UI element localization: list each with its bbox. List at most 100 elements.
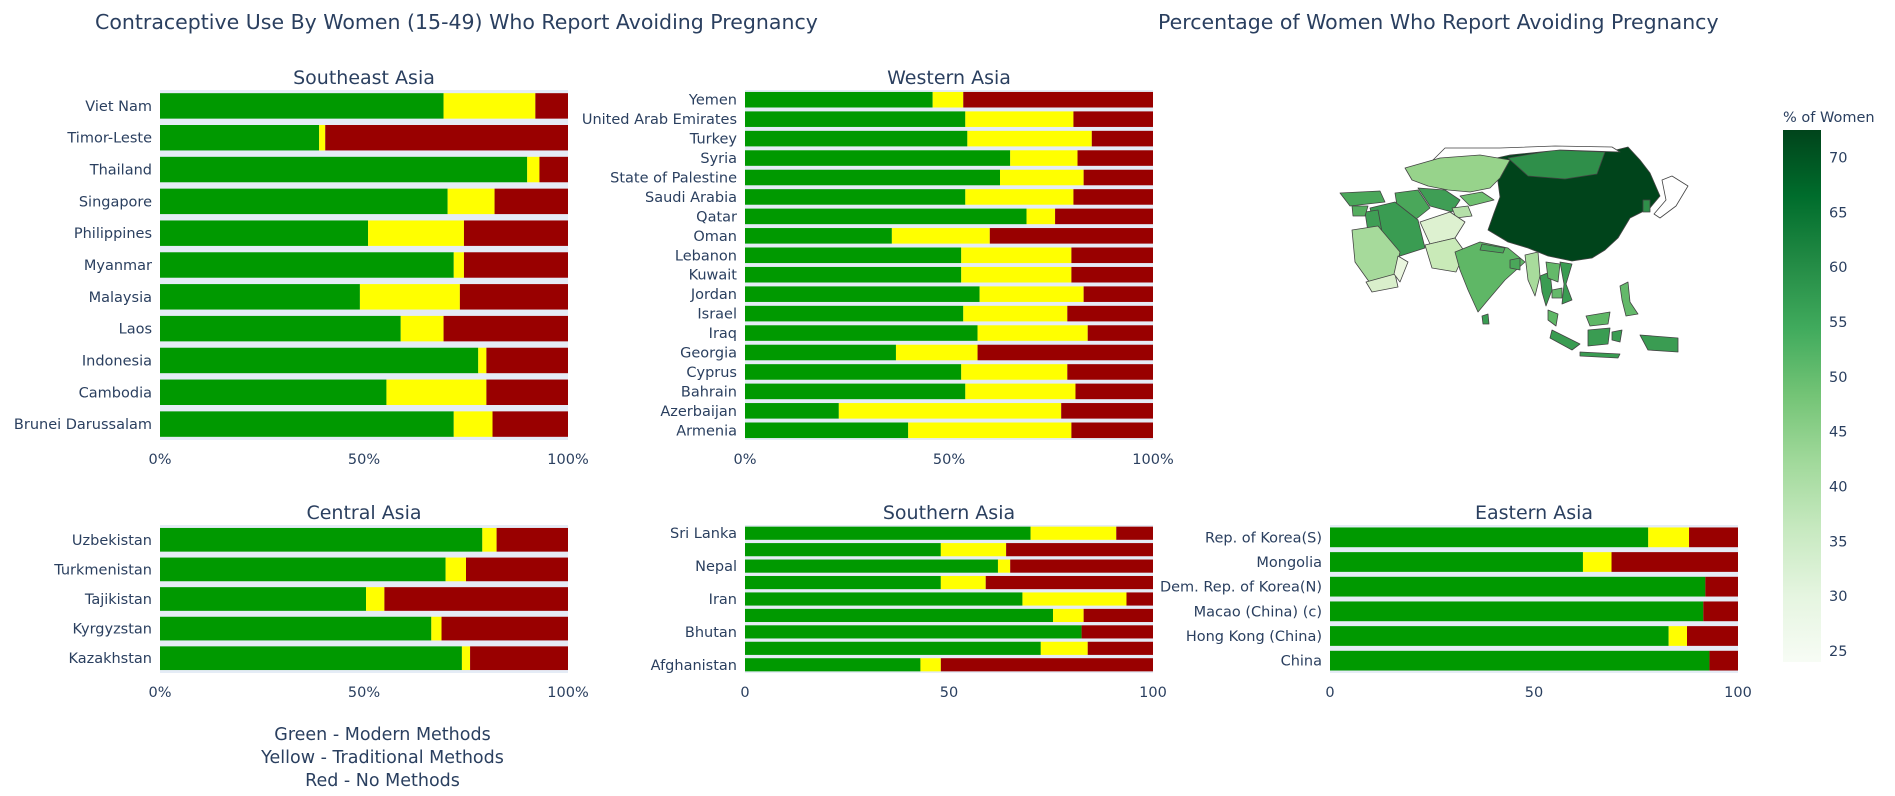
- southeast-asia-bar-segment: [160, 220, 369, 246]
- left-main-title: Contraceptive Use By Women (15-49) Who R…: [95, 10, 818, 34]
- southeast-asia-bar-segment: [443, 93, 536, 119]
- western-asia-category-label: Israel: [697, 307, 737, 323]
- southern-asia-bar-segment: [745, 625, 1082, 639]
- map-country-japan: [1653, 175, 1689, 219]
- map-country-afghanistan: [1419, 211, 1466, 245]
- western-asia-bar-segment: [745, 228, 892, 244]
- western-asia-bar-segment: [1077, 150, 1153, 166]
- southern-asia-bar-segment: [1126, 592, 1153, 606]
- western-asia-bar-segment: [745, 383, 966, 400]
- southern-asia-bar-segment: [745, 559, 998, 573]
- southern-asia-bar-segment: [940, 575, 986, 590]
- map-country-kazakhstan: [1404, 154, 1511, 193]
- southern-asia-x-tick-label: 100: [1139, 685, 1167, 701]
- map-country-malaysia: [1547, 309, 1611, 327]
- western-asia-bar-segment: [1075, 383, 1153, 400]
- asia-choropleth-map: [1339, 145, 1689, 359]
- western-asia-x-tick-label: 50%: [933, 452, 965, 468]
- eastern-asia-bar-segment: [1330, 650, 1710, 671]
- southern-asia-bar-segment: [1116, 526, 1153, 540]
- eastern-asia-category-label: Dem. Rep. of Korea(N): [1160, 580, 1322, 596]
- eastern-asia-bar-segment: [1611, 552, 1738, 572]
- western-asia-bar-segment: [961, 364, 1068, 380]
- southeast-asia-bar-segment: [160, 347, 479, 374]
- southeast-asia-bar-segment: [400, 315, 444, 342]
- western-asia-category-label: Iraq: [709, 326, 737, 342]
- eastern-asia-bar-segment: [1703, 601, 1738, 622]
- colorbar-tick-label: 30: [1829, 589, 1847, 605]
- southern-asia-bar-segment: [1006, 543, 1153, 557]
- colorbar-gradient: [1783, 130, 1821, 662]
- southern-asia-bar-segment: [745, 526, 1031, 540]
- southern-asia-x-tick-label: 0: [740, 685, 749, 701]
- western-asia-category-label: Lebanon: [675, 248, 737, 264]
- western-asia-category-label: Oman: [693, 229, 737, 245]
- southeast-asia-x-tick-label: 0%: [148, 452, 171, 468]
- map-country-india: [1454, 241, 1526, 313]
- southeast-asia-bar-segment: [453, 411, 493, 437]
- southeast-asia-bar-segment: [486, 379, 568, 405]
- southeast-asia-x-tick-label: 50%: [348, 452, 380, 468]
- western-asia-bar-segment: [1010, 150, 1078, 166]
- map-country-south-korea: [1642, 199, 1651, 213]
- eastern-asia-bar-segment: [1648, 527, 1690, 548]
- southern-asia-bar-segment: [1087, 641, 1153, 655]
- eastern-asia-category-label: Rep. of Korea(S): [1205, 530, 1322, 546]
- map-country-myanmar: [1524, 251, 1541, 297]
- southeast-asia-bar-segment: [463, 220, 568, 246]
- map-country-bangladesh: [1509, 257, 1521, 271]
- southern-asia-bar-segment: [745, 608, 1054, 623]
- southeast-asia-bar-segment: [368, 220, 464, 246]
- western-asia-category-label: Saudi Arabia: [645, 190, 737, 206]
- central-asia-bar-segment: [461, 646, 471, 671]
- southeast-asia-bar-segment: [453, 252, 464, 278]
- southeast-asia-bar-segment: [160, 379, 387, 405]
- southern-asia-x-tick-label: 50: [940, 685, 958, 701]
- color-legend-note: Green - Modern Methods Yellow - Traditio…: [200, 724, 565, 793]
- southeast-asia-bar-segment: [160, 315, 401, 342]
- western-asia-bar-segment: [961, 247, 1072, 264]
- western-asia-bar-segment: [908, 422, 1072, 439]
- eastern-asia-bar-segment: [1687, 626, 1738, 646]
- southeast-asia-category-label: Myanmar: [84, 258, 152, 274]
- western-asia-bar-segment: [965, 111, 1074, 127]
- map-country-syria: [1351, 205, 1369, 217]
- central-asia-bar-segment: [441, 616, 568, 641]
- central-asia-bar-segment: [160, 557, 446, 582]
- western-asia-bar-segment: [1067, 305, 1153, 322]
- legend-note-modern: Green - Modern Methods: [274, 725, 491, 745]
- southern-asia-bar-segment: [1040, 641, 1088, 655]
- western-asia-category-label: Syria: [700, 151, 737, 167]
- eastern-asia-x-tick-label: 100: [1724, 685, 1752, 701]
- colorbar-tick-label: 55: [1829, 315, 1847, 331]
- western-asia-bar-segment: [891, 228, 990, 244]
- southeast-asia-bar-segment: [447, 188, 495, 215]
- eastern-asia-plot-area: [1330, 525, 1738, 673]
- western-asia-category-label: Kuwait: [689, 268, 738, 284]
- eastern-asia-title: Eastern Asia: [1475, 502, 1593, 524]
- colorbar-tick-label: 35: [1829, 534, 1847, 550]
- southeast-asia-bar-segment: [463, 252, 568, 278]
- western-asia-bar-segment: [1055, 208, 1153, 225]
- western-asia-category-label: Qatar: [696, 209, 737, 225]
- southern-asia-bar-segment: [997, 559, 1011, 573]
- eastern-asia-bar-segment: [1330, 552, 1583, 572]
- western-asia-bar-segment: [965, 189, 1074, 205]
- central-asia-category-label: Turkmenistan: [53, 562, 152, 578]
- western-asia-bar-segment: [1071, 247, 1153, 264]
- western-asia-bar-segment: [1073, 189, 1153, 205]
- western-asia-bar-segment: [932, 91, 964, 108]
- southeast-asia-bar-segment: [443, 315, 568, 342]
- western-asia-category-label: Armenia: [676, 423, 737, 439]
- colorbar-tick-label: 25: [1829, 644, 1847, 660]
- colorbar-tick-label: 60: [1829, 260, 1847, 276]
- southern-asia-bar-segment: [745, 592, 1023, 606]
- eastern-asia-bar-segment: [1668, 626, 1687, 646]
- map-country-laos: [1545, 261, 1561, 283]
- southeast-asia-category-label: Laos: [119, 322, 152, 338]
- southeast-asia-bar-segment: [492, 411, 568, 437]
- southern-asia-bar-segment: [745, 641, 1041, 655]
- southeast-asia-bar-segment: [527, 156, 540, 183]
- legend-note-none: Red - No Methods: [305, 771, 460, 791]
